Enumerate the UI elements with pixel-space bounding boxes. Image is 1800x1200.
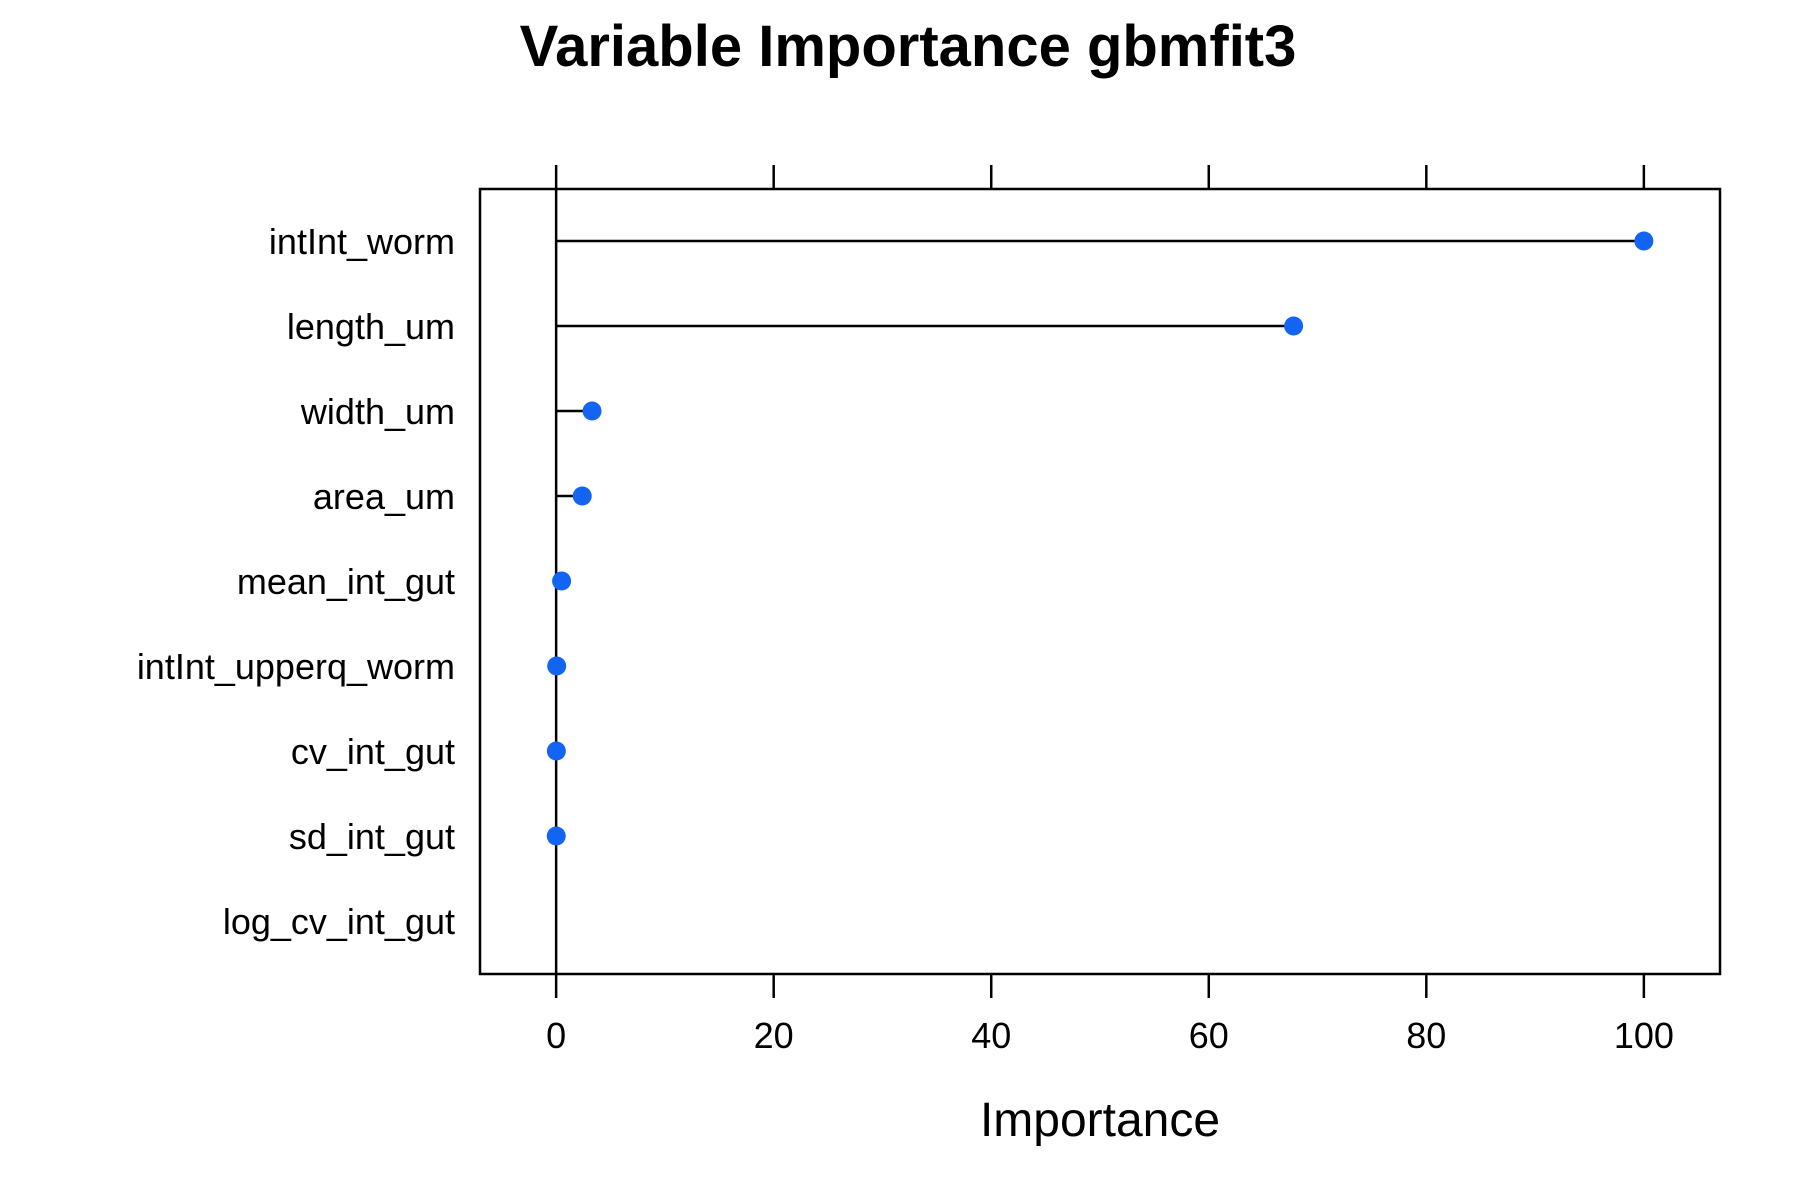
y-category-labels: intInt_worm length_um width_um area_um mean_… — [137, 221, 455, 942]
data-point-mean_int_gut — [552, 571, 572, 591]
category-label-length_um: length_um — [287, 306, 455, 347]
x-axis-label: Importance — [980, 1094, 1220, 1147]
chart-title: Variable Importance gbmfit3 — [520, 14, 1297, 79]
plot-frame — [478, 187, 1722, 976]
x-tick-label-20: 20 — [754, 1015, 794, 1056]
category-label-intInt_worm: intInt_worm — [269, 221, 455, 262]
top-axis-ticks — [554, 165, 1646, 189]
x-tick-labels: 0 20 40 60 80 100 — [546, 1015, 1674, 1056]
bottom-axis-ticks — [554, 974, 1646, 998]
data-point-intInt_worm — [1634, 231, 1654, 251]
category-label-log_cv_int_gut: log_cv_int_gut — [223, 901, 455, 942]
data-point-width_um — [582, 401, 602, 421]
category-label-mean_int_gut: mean_int_gut — [237, 561, 455, 602]
category-label-sd_int_gut: sd_int_gut — [289, 816, 455, 857]
category-label-cv_int_gut: cv_int_gut — [291, 731, 455, 772]
data-point-length_um — [1284, 316, 1304, 336]
x-tick-label-80: 80 — [1406, 1015, 1446, 1056]
category-label-width_um: width_um — [300, 391, 455, 432]
data-point-area_um — [572, 486, 592, 506]
data-points — [546, 231, 1654, 846]
x-tick-label-100: 100 — [1614, 1015, 1674, 1056]
x-tick-label-0: 0 — [546, 1015, 566, 1056]
data-point-intInt_upperq_worm — [547, 656, 567, 676]
data-point-cv_int_gut — [546, 741, 566, 761]
x-tick-label-40: 40 — [971, 1015, 1011, 1056]
lollipop-lines — [556, 239, 1644, 838]
category-label-intInt_upperq_worm: intInt_upperq_worm — [137, 646, 455, 687]
category-label-area_um: area_um — [313, 476, 455, 517]
data-point-sd_int_gut — [546, 826, 566, 846]
x-tick-label-60: 60 — [1189, 1015, 1229, 1056]
